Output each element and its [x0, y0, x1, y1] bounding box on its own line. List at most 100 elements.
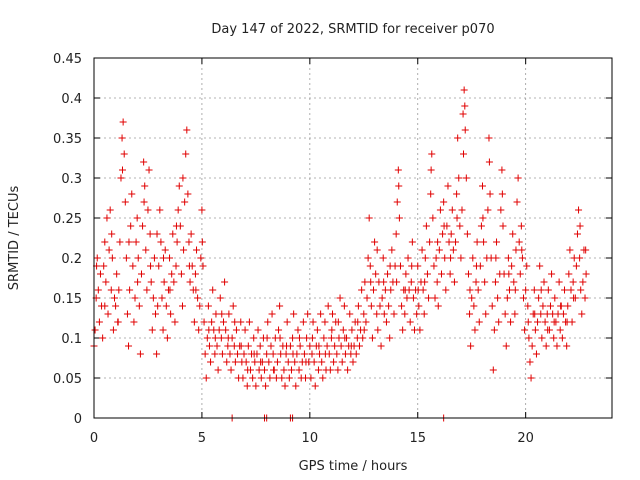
data-point [120, 150, 128, 158]
data-point [280, 366, 288, 374]
data-point [304, 310, 312, 318]
data-point [104, 310, 112, 318]
data-point [118, 134, 126, 142]
data-point [99, 334, 107, 342]
data-point [503, 294, 511, 302]
x-tick-label: 0 [90, 431, 98, 446]
data-point [461, 102, 469, 110]
data-point [180, 246, 188, 254]
data-point [576, 254, 584, 262]
data-point [284, 358, 292, 366]
data-point [243, 382, 251, 390]
data-point [505, 270, 513, 278]
data-point [354, 318, 362, 326]
x-tick-label: 15 [409, 431, 426, 446]
plot-frame [93, 57, 613, 419]
data-point [239, 374, 247, 382]
data-point [421, 254, 429, 262]
data-point [300, 350, 308, 358]
y-tick-label: 0.3 [61, 172, 82, 187]
data-point [127, 222, 135, 230]
data-point [398, 302, 406, 310]
data-point [213, 342, 221, 350]
data-point [446, 270, 454, 278]
data-point [308, 334, 316, 342]
data-point [460, 150, 468, 158]
data-point [440, 222, 448, 230]
data-point [334, 318, 342, 326]
data-point [415, 302, 423, 310]
data-point [306, 342, 314, 350]
data-point [309, 318, 317, 326]
data-point [101, 238, 109, 246]
data-point [278, 374, 286, 382]
data-point [347, 342, 355, 350]
data-point [540, 278, 548, 286]
data-point [261, 366, 269, 374]
data-point [160, 278, 168, 286]
data-point [486, 190, 494, 198]
data-point [295, 334, 303, 342]
data-point [460, 86, 468, 94]
data-point [425, 294, 433, 302]
data-point [234, 350, 242, 358]
data-point [101, 302, 109, 310]
data-point [211, 334, 219, 342]
data-point [388, 246, 396, 254]
data-point [416, 326, 424, 334]
data-point [534, 318, 542, 326]
data-point [217, 334, 225, 342]
data-point [307, 374, 315, 382]
data-point [439, 230, 447, 238]
data-point [112, 302, 120, 310]
data-point [225, 310, 233, 318]
data-point [266, 374, 274, 382]
data-point [123, 310, 131, 318]
data-point [434, 238, 442, 246]
data-point [186, 278, 194, 286]
data-point [491, 278, 499, 286]
data-point [374, 326, 382, 334]
data-point [262, 382, 270, 390]
data-point [526, 358, 534, 366]
data-point [479, 214, 487, 222]
data-point [485, 134, 493, 142]
data-point [551, 294, 559, 302]
data-point [427, 190, 435, 198]
data-point [163, 334, 171, 342]
data-point [462, 174, 470, 182]
data-point [126, 286, 134, 294]
data-point [220, 318, 227, 326]
data-point [128, 190, 136, 198]
data-point [531, 326, 539, 334]
data-point [156, 206, 164, 214]
data-point [368, 334, 376, 342]
data-point [175, 182, 183, 190]
data-point [414, 262, 422, 270]
data-point [573, 230, 581, 238]
data-point [205, 342, 213, 350]
data-point [488, 302, 496, 310]
data-point [257, 374, 265, 382]
data-point [314, 366, 322, 374]
data-point [178, 302, 186, 310]
data-point [321, 318, 329, 326]
data-point [223, 358, 231, 366]
data-point [427, 166, 435, 174]
data-point [328, 310, 336, 318]
data-point [190, 318, 198, 326]
data-point [542, 342, 550, 350]
data-point [447, 254, 455, 262]
data-point [386, 262, 394, 270]
data-point [294, 326, 302, 334]
data-point [208, 318, 216, 326]
data-point [142, 246, 150, 254]
data-point [102, 278, 110, 286]
data-point [550, 318, 558, 326]
data-points [90, 86, 590, 422]
data-point [464, 270, 472, 278]
data-point [524, 318, 532, 326]
data-point [518, 254, 526, 262]
data-point [211, 350, 219, 358]
